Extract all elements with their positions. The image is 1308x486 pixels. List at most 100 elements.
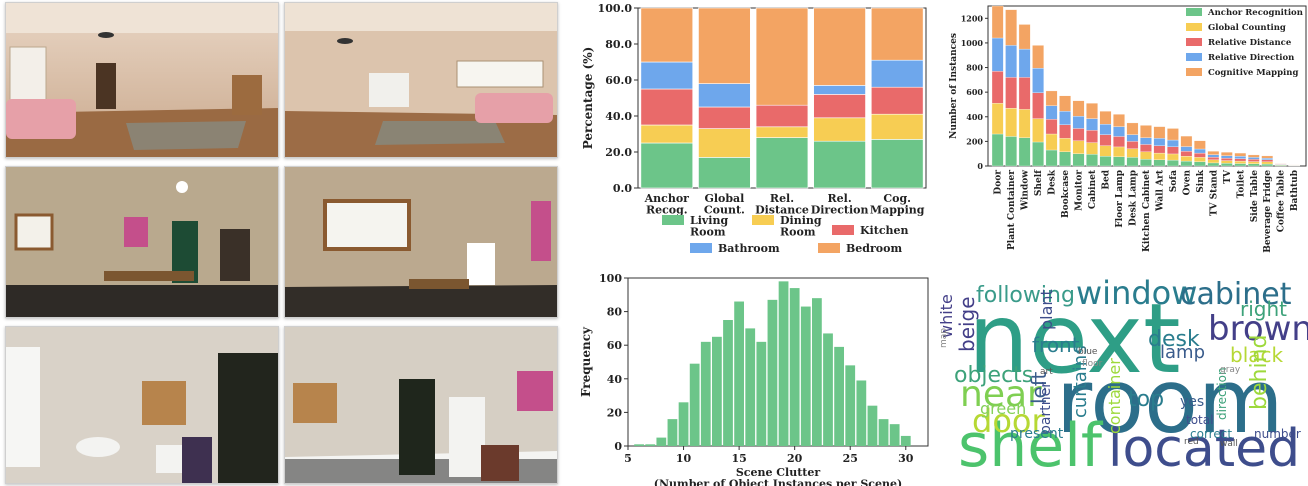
bar-segment [1220, 157, 1233, 161]
word-cloud-word: direction [1215, 367, 1229, 420]
x-tick-label: 20 [787, 452, 803, 465]
x-tick-label: Monitor [1075, 170, 1085, 211]
x-tick-label: Door [994, 170, 1004, 195]
word-cloud-word: green [980, 399, 1026, 418]
y-tick-label: 100 [599, 272, 622, 285]
x-tick-label: Shelf [1034, 169, 1044, 196]
x-tick-label: Side Table [1250, 170, 1260, 222]
histogram-bar [678, 402, 689, 446]
x-tick-label: 5 [624, 452, 632, 465]
word-cloud-word: window [1076, 274, 1197, 312]
bar-segment [1207, 159, 1220, 164]
bar-segment [1220, 160, 1233, 164]
bar-segment [1140, 144, 1152, 152]
word-cloud-word: near [960, 374, 1042, 415]
scene-photo-bathroom-1 [5, 326, 279, 484]
bar-segment [1167, 139, 1179, 147]
bar-segment [1018, 48, 1031, 78]
bar-segment [1153, 159, 1166, 167]
bar-segment [1153, 145, 1166, 154]
y-tick-label: 1200 [961, 13, 984, 23]
y-tick-label: 0 [614, 440, 622, 453]
bar-segment [1072, 153, 1085, 167]
dining-room-render-1 [6, 167, 278, 317]
word-cloud-word: left [1027, 371, 1051, 404]
bar-segment [1086, 130, 1098, 143]
x-tick-label: 15 [731, 452, 746, 465]
x-tick-label: Toilet [1236, 169, 1246, 198]
legend-swatch [1186, 23, 1202, 31]
bar-segment [1194, 161, 1206, 167]
bar-segment [1180, 160, 1193, 167]
histogram-bar [800, 306, 811, 446]
word-cloud-word: red [1184, 437, 1199, 447]
x-tick-label: Sink [1196, 169, 1206, 192]
x-tick-label: TV [1223, 169, 1233, 184]
bar-segment [1126, 122, 1139, 135]
x-tick-label: Wall Art [1155, 169, 1165, 212]
histogram-bar [889, 424, 900, 446]
histogram-bar [812, 298, 822, 446]
legend-swatch [832, 225, 854, 235]
bar-segment [1099, 156, 1112, 167]
word-cloud-word: desk [1148, 327, 1200, 352]
bar-segment [1072, 100, 1085, 117]
word-cloud-word: next [968, 283, 1181, 395]
bar-segment [1167, 146, 1179, 155]
bar-segment [1126, 157, 1139, 167]
bar-segment [1220, 155, 1233, 159]
y-tick-label: 100.0 [598, 2, 633, 15]
percentage-stacked-chart-svg: 0.0 20.0 40.0 60.0 80.0 100.0 Percentage (%) An… [581, 2, 927, 255]
histogram-bar [656, 437, 667, 446]
scene-clutter-histogram-svg: 0 20 40 60 80 100 5 10 15 20 25 30 Frequency Scene Cl… [579, 272, 929, 486]
legend-swatch [690, 243, 712, 253]
x-tick-label: Bookcase [1061, 170, 1071, 218]
living-room-render-1 [6, 3, 278, 157]
word-cloud-word: map [939, 328, 949, 348]
legend-swatch [1186, 68, 1202, 76]
word-cloud-word: wall [1220, 439, 1238, 449]
bar-segment [1099, 111, 1112, 125]
bar-segment [991, 71, 1004, 104]
bar-segment [1113, 146, 1125, 157]
scene-photo-bathroom-2 [284, 326, 558, 484]
y-tick-label: 40 [607, 373, 623, 386]
histogram-bar [845, 365, 856, 446]
bathroom-render-2 [285, 327, 557, 483]
bar-segment [755, 126, 809, 138]
bar-segment [698, 7, 751, 84]
x-tick-label: Cog. Mapping [870, 192, 925, 217]
scene-photo-dining-1 [5, 166, 279, 318]
bar-segment [991, 103, 1004, 135]
bar-segment [1261, 157, 1274, 160]
bar-segment [991, 37, 1004, 72]
legend-label: Relative Distance [1208, 38, 1292, 48]
bar-segment [1099, 134, 1112, 146]
legend-label: Relative Direction [1208, 53, 1294, 63]
legend-label: Dining Room [780, 214, 822, 239]
legend-label: Kitchen [860, 224, 909, 237]
histogram-bar [723, 320, 733, 446]
legend-swatch [1186, 38, 1202, 46]
bar-segment [1247, 163, 1260, 167]
bar-segment [640, 61, 694, 90]
x-tick-label: Rel. Direction [811, 192, 869, 217]
bar-segment [1194, 140, 1206, 150]
bar-segment [640, 88, 694, 126]
bar-segment [813, 7, 866, 86]
histogram-bar [734, 301, 744, 446]
bar-segment [1113, 136, 1125, 148]
bar-segment [1018, 137, 1031, 167]
x-tick-label: Desk Lamp [1128, 170, 1138, 226]
bar-segment [1140, 159, 1152, 167]
word-cloud-word: correct [1190, 427, 1232, 441]
histogram-bar [767, 299, 778, 446]
bar-segment [1153, 138, 1166, 146]
word-cloud-word: cabinet [1180, 277, 1292, 312]
bar-segment [813, 94, 866, 119]
word-cloud-word: black [1230, 343, 1284, 367]
x-tick-label: Plant Container [1007, 170, 1017, 250]
word-cloud-word: shelf [958, 411, 1104, 481]
bar-segment [1086, 103, 1098, 119]
x-tick-label: Cabinet [1088, 169, 1098, 209]
